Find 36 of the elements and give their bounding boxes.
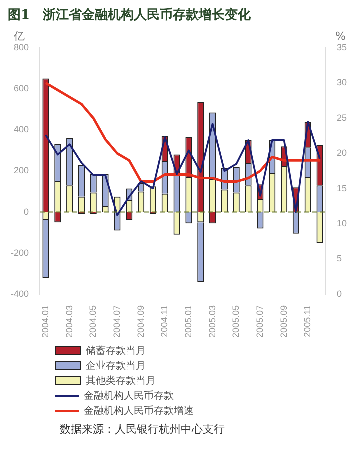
y2-tick-label: 30 [336,78,348,88]
y-tick-label: 800 [14,42,30,52]
legend-label: 金融机构人民币存款增速 [84,404,194,418]
y2-tick-label: 5 [336,254,342,264]
legend-label: 金融机构人民币存款 [84,390,174,402]
legend-label: 储蓄存款当月 [86,344,146,358]
x-tick-label: 2005.03 [207,305,218,338]
x-tick-label: 2004.07 [112,305,122,338]
y-axis-title: 亿 [13,30,25,43]
x-tick-label: 2005.05 [231,305,242,338]
y2-tick-label: 20 [336,148,348,158]
legend-label: 其他类存款当月 [86,374,156,388]
y2-tick-label: 0 [336,288,342,299]
x-tick-label: 2004.05 [88,305,98,338]
y2-tick-label: 35 [336,42,348,52]
y-tick-label: -200 [11,248,30,258]
x-tick-label: 2004.09 [136,305,146,338]
chart-title: 图1 浙江省金融机构人民币存款增长变化 [7,6,252,25]
x-tick-label: 2005.09 [278,305,289,338]
y2-axis-title: % [336,30,346,43]
source-note: 数据来源：人民银行杭州中心支行 [60,422,226,437]
x-tick-label: 2005.01 [183,305,194,338]
y2-tick-label: 15 [336,183,348,194]
x-tick-label: 2004.01 [40,305,50,338]
x-tick-label: 2004.11 [160,305,170,338]
y2-tick-label: 25 [336,112,348,123]
x-tick-label: 2004.03 [64,305,74,338]
y-tick-label: -400 [11,288,30,299]
y2-tick-label: 10 [336,218,348,229]
y-tick-label: 0 [24,206,30,217]
legend-label: 企业存款当月 [86,360,146,372]
x-tick-label: 2005.07 [254,305,265,338]
y-tick-label: 400 [14,124,30,135]
x-tick-label: 2005.11 [302,305,313,338]
y-tick-label: 600 [14,84,30,94]
y-tick-label: 200 [14,166,30,176]
